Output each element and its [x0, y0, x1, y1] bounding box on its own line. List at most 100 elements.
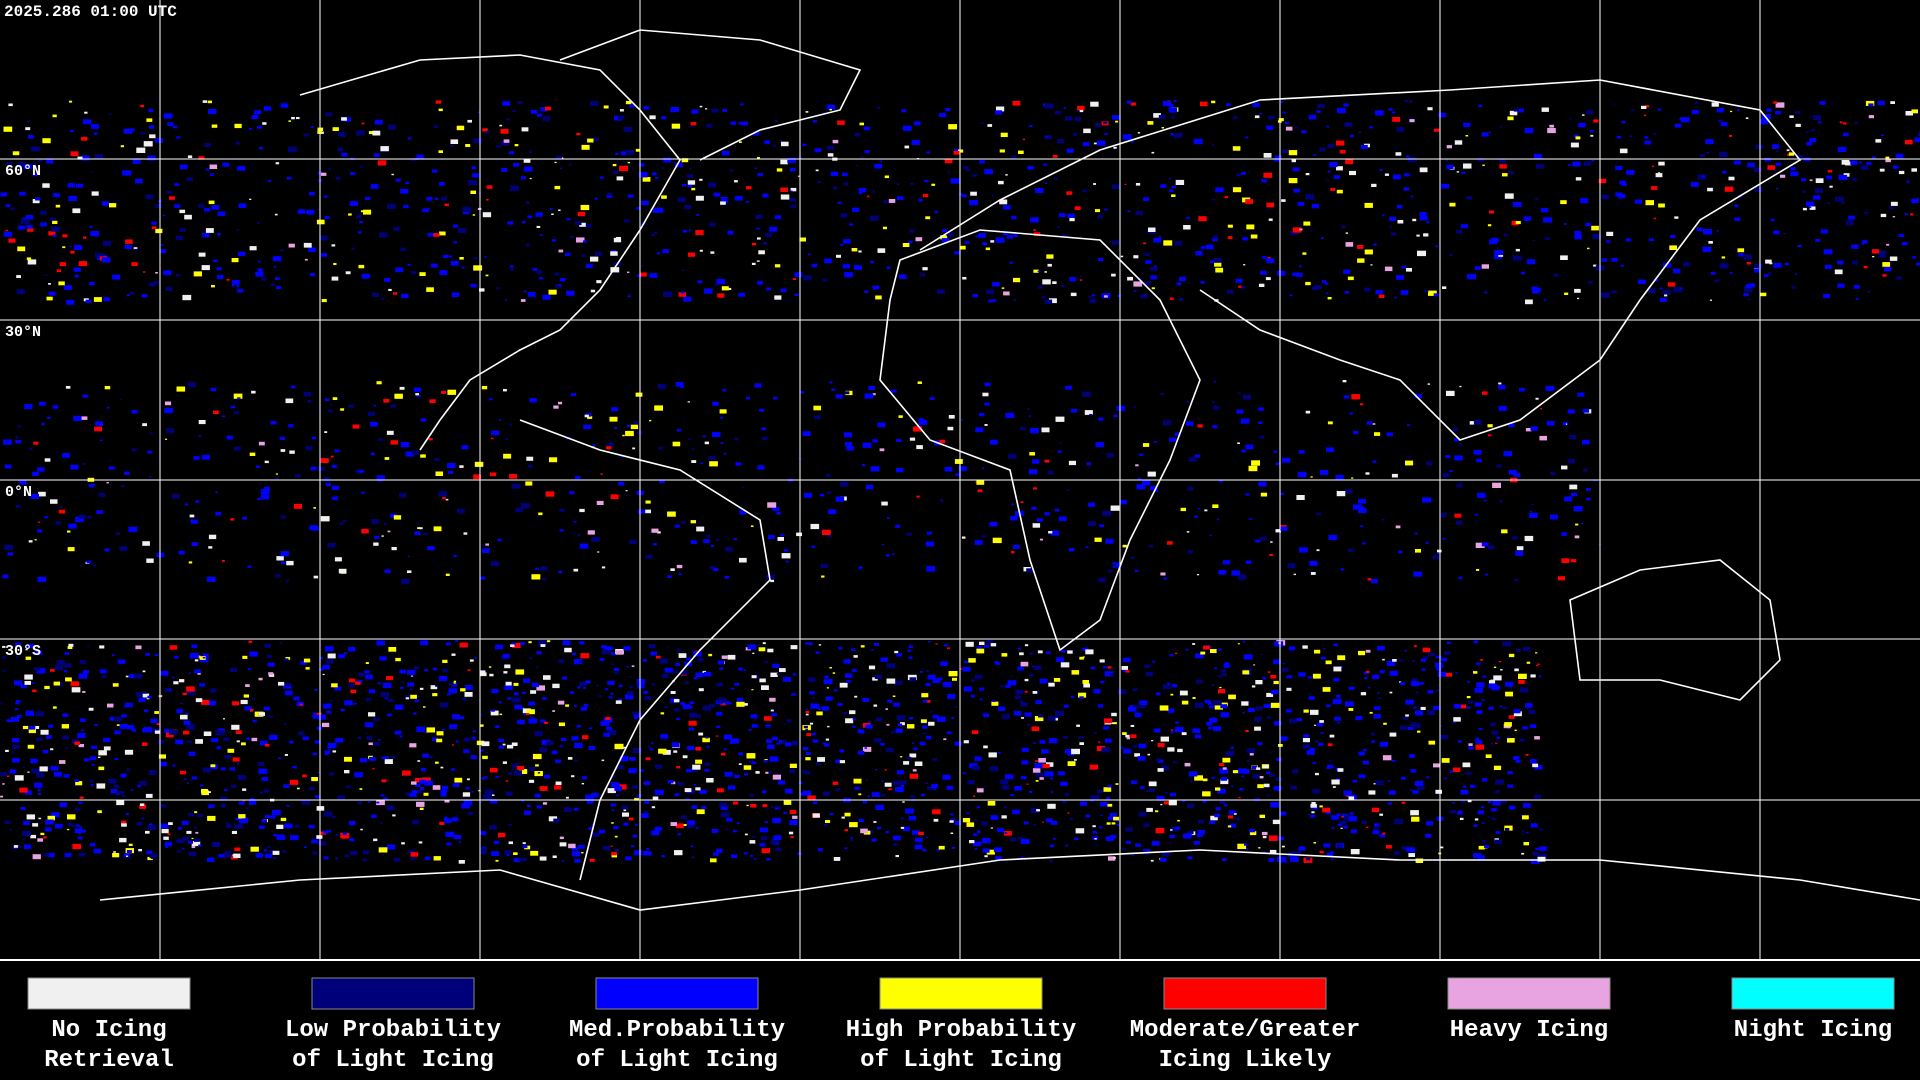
speckle [1764, 157, 1771, 162]
speckle [195, 698, 203, 703]
timestamp: 2025.286 01:00 UTC [4, 3, 177, 21]
speckle [269, 715, 274, 718]
speckle [1349, 412, 1353, 415]
speckle [518, 769, 528, 774]
speckle [184, 214, 192, 220]
speckle [1120, 746, 1126, 750]
speckle [1034, 665, 1042, 671]
speckle [444, 203, 449, 207]
speckle [1743, 286, 1753, 293]
speckle [1219, 686, 1222, 689]
speckle [570, 393, 576, 397]
speckle [1254, 726, 1261, 731]
speckle [1458, 443, 1462, 446]
speckle [1218, 689, 1226, 694]
speckle [591, 792, 599, 798]
speckle [1205, 244, 1214, 250]
speckle [1644, 136, 1649, 139]
speckle [327, 748, 332, 751]
speckle [361, 761, 364, 764]
speckle [504, 299, 507, 301]
speckle [639, 769, 644, 772]
speckle [867, 795, 870, 798]
speckle [1819, 101, 1826, 105]
speckle [1591, 225, 1599, 231]
speckle [922, 725, 928, 729]
speckle [387, 124, 396, 130]
speckle [1108, 569, 1113, 573]
speckle [232, 701, 239, 706]
speckle [1812, 115, 1821, 120]
speckle [1515, 648, 1521, 652]
speckle [1262, 256, 1267, 259]
speckle [1035, 760, 1038, 762]
speckle [116, 800, 125, 806]
speckle [1122, 732, 1127, 735]
speckle [426, 197, 433, 201]
speckle [1068, 548, 1075, 552]
speckle [977, 489, 983, 493]
speckle [1561, 465, 1568, 470]
speckle [1347, 276, 1354, 281]
speckle [367, 411, 375, 416]
speckle [1082, 189, 1088, 193]
speckle [4, 544, 14, 551]
speckle [775, 120, 778, 122]
speckle [1495, 742, 1498, 744]
speckle [1195, 653, 1204, 659]
speckle [80, 718, 86, 722]
speckle [246, 737, 251, 740]
speckle [734, 180, 738, 183]
speckle [1266, 125, 1274, 130]
speckle [302, 774, 307, 778]
speckle [998, 706, 1006, 711]
speckle [565, 252, 571, 256]
speckle [1153, 440, 1157, 443]
speckle [568, 163, 572, 166]
speckle [495, 775, 499, 778]
speckle [1367, 578, 1372, 581]
speckle [1336, 140, 1345, 146]
speckle [106, 406, 110, 409]
speckle [1087, 502, 1095, 507]
speckle [1753, 167, 1762, 173]
speckle [558, 659, 565, 663]
speckle [237, 288, 244, 293]
speckle [1083, 683, 1090, 688]
speckle [909, 717, 914, 720]
speckle [1351, 394, 1361, 400]
speckle [1089, 764, 1098, 770]
speckle [1523, 842, 1529, 846]
speckle [541, 739, 551, 745]
speckle [341, 117, 347, 121]
speckle [1478, 104, 1483, 108]
speckle [766, 858, 771, 861]
speckle [1442, 473, 1450, 478]
speckle [720, 197, 728, 202]
speckle [1249, 828, 1255, 833]
speckle [56, 660, 65, 665]
speckle [1412, 218, 1417, 222]
speckle [1330, 187, 1336, 191]
speckle [732, 829, 737, 833]
speckle [1197, 829, 1206, 835]
speckle [386, 844, 396, 850]
speckle [862, 697, 870, 702]
speckle [280, 103, 289, 108]
speckle [896, 468, 904, 473]
speckle [936, 848, 940, 851]
speckle [316, 835, 323, 839]
speckle [678, 292, 687, 297]
speckle [859, 566, 863, 569]
speckle [1231, 785, 1234, 787]
speckle [1119, 499, 1127, 505]
speckle [902, 125, 912, 131]
speckle [731, 854, 738, 858]
speckle [1317, 563, 1320, 565]
speckle [682, 184, 687, 187]
speckle [759, 409, 764, 412]
speckle [1326, 704, 1331, 708]
speckle [825, 820, 831, 823]
speckle [1795, 110, 1801, 114]
speckle [379, 232, 388, 238]
